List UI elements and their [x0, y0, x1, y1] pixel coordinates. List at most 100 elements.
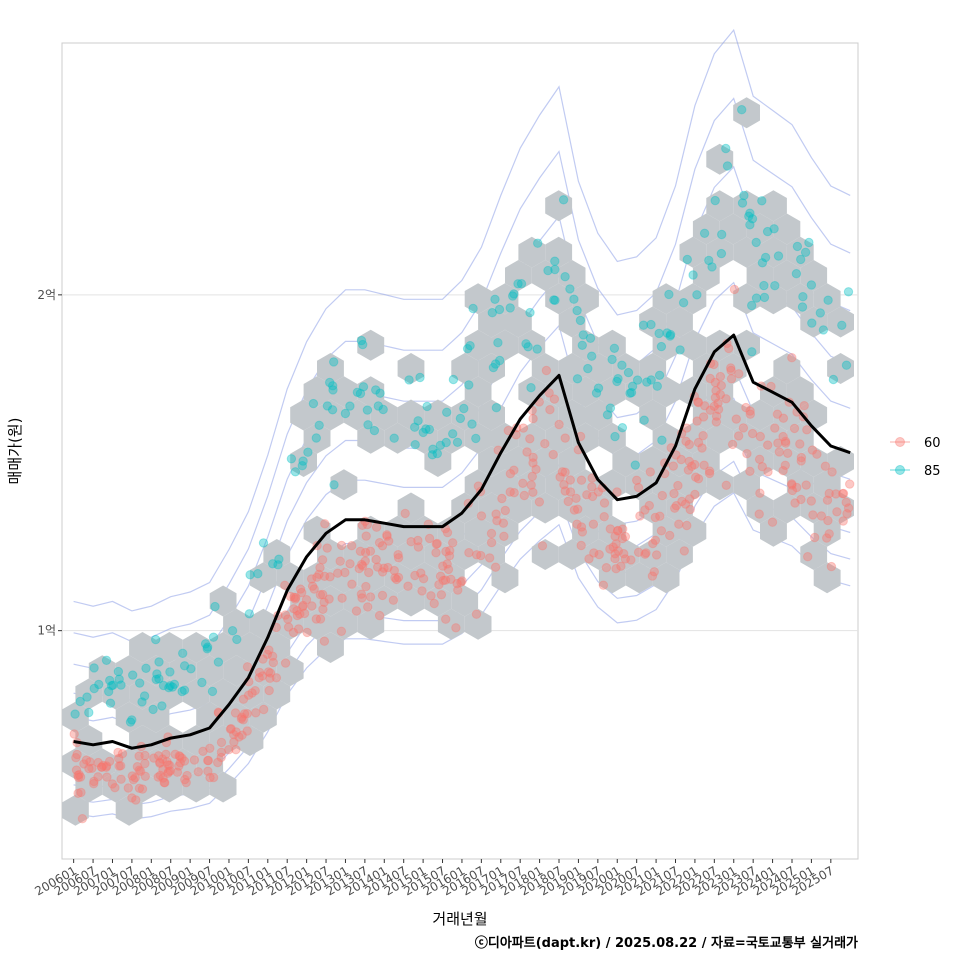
- point-60: [311, 614, 321, 624]
- point-60: [486, 528, 497, 539]
- point-85: [356, 335, 367, 346]
- point-60: [325, 572, 335, 582]
- point-60: [724, 343, 734, 354]
- point-85: [158, 680, 169, 691]
- point-60: [243, 690, 254, 700]
- point-60: [114, 761, 124, 771]
- point-60: [107, 779, 118, 789]
- point-60: [371, 554, 381, 565]
- point-60: [787, 479, 797, 489]
- hexbin-cell: [679, 329, 707, 361]
- point-60: [544, 388, 554, 398]
- point-85: [448, 429, 458, 439]
- point-60: [669, 488, 679, 499]
- point-60: [617, 533, 628, 544]
- point-60: [528, 487, 538, 497]
- point-60: [594, 549, 604, 560]
- hexbin-cell: [88, 748, 116, 780]
- hexbin-cell: [115, 794, 143, 826]
- hexbin-cell: [558, 306, 586, 338]
- point-85: [558, 195, 569, 205]
- hexbin-cell: [679, 422, 707, 454]
- point-60: [792, 482, 802, 493]
- point-60: [485, 553, 495, 563]
- hexbin-cell: [692, 213, 720, 245]
- point-60: [117, 749, 128, 759]
- hexbin-cell: [491, 515, 519, 547]
- hexbin-cell: [357, 515, 385, 547]
- point-60: [499, 531, 509, 541]
- hexbin-cell: [733, 190, 760, 222]
- hexbin-cell: [639, 399, 667, 431]
- point-85: [303, 447, 313, 457]
- hexbin-cell: [491, 283, 519, 315]
- point-60: [374, 538, 385, 548]
- point-60: [85, 757, 95, 767]
- point-60: [716, 380, 726, 391]
- point-85: [759, 280, 769, 291]
- hexbin-cell: [491, 422, 519, 454]
- point-60: [745, 466, 755, 476]
- point-60: [554, 419, 564, 430]
- hexbin-cell: [263, 678, 291, 710]
- point-85: [413, 416, 423, 426]
- point-60: [838, 489, 848, 499]
- point-60: [820, 461, 831, 471]
- point-60: [831, 489, 841, 499]
- hexbin-cell: [706, 469, 734, 501]
- hexbin-cell: [249, 562, 277, 594]
- hexbin-cell: [612, 539, 640, 570]
- point-60: [374, 610, 385, 621]
- point-60: [680, 499, 691, 509]
- point-85: [200, 639, 211, 649]
- hexbin-cell: [692, 446, 720, 477]
- hexbin-cell: [692, 399, 720, 431]
- point-85: [448, 374, 459, 385]
- point-60: [807, 445, 818, 455]
- point-60: [683, 465, 694, 475]
- point-60: [205, 743, 215, 753]
- point-60: [383, 562, 393, 573]
- point-85: [804, 237, 814, 248]
- point-60: [371, 522, 382, 532]
- hexbin-cell: [760, 236, 787, 268]
- point-85: [274, 554, 284, 564]
- point-60: [155, 758, 165, 768]
- point-60: [89, 776, 99, 787]
- point-60: [172, 767, 183, 777]
- x-axis-title: 거래년월: [432, 910, 487, 928]
- point-60: [569, 505, 580, 515]
- point-85: [352, 387, 363, 397]
- density-contour: [73, 97, 851, 643]
- hexbin-cell: [786, 283, 814, 315]
- point-85: [151, 634, 161, 645]
- hexbin-cell: [424, 585, 452, 617]
- point-85: [533, 238, 543, 248]
- point-85: [823, 295, 833, 305]
- point-60: [560, 433, 570, 443]
- hexbin-cell: [303, 422, 331, 454]
- point-60: [599, 512, 609, 522]
- point-60: [767, 517, 778, 527]
- point-60: [297, 587, 307, 598]
- hexbin-cell: [464, 422, 492, 454]
- point-60: [162, 756, 172, 767]
- point-85: [101, 655, 112, 665]
- hexbin-cell: [343, 539, 371, 570]
- point-85: [465, 341, 475, 351]
- point-60: [790, 498, 800, 508]
- point-60: [693, 397, 703, 407]
- point-60: [226, 724, 236, 734]
- hexbin-cell: [182, 725, 210, 756]
- point-60: [307, 581, 318, 591]
- hexbin-cell: [75, 771, 103, 803]
- point-60: [175, 752, 185, 762]
- point-60: [158, 764, 168, 775]
- point-60: [610, 554, 620, 564]
- point-60: [710, 392, 721, 403]
- point-60: [203, 755, 214, 766]
- point-60: [301, 595, 312, 605]
- point-60: [641, 548, 651, 558]
- hexbin-cell: [558, 399, 586, 431]
- point-60: [416, 568, 426, 578]
